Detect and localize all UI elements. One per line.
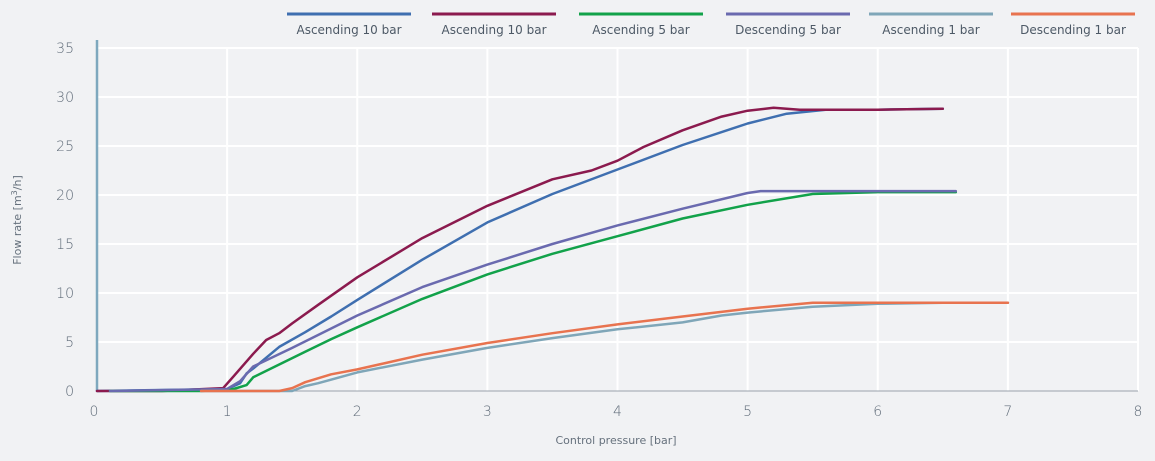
- x-tick-label: 0: [90, 404, 99, 420]
- x-tick-label: 2: [353, 404, 362, 420]
- legend-label: Ascending 5 bar: [592, 23, 689, 37]
- x-axis-title: Control pressure [bar]: [555, 434, 676, 447]
- x-tick-labels: 0 1 2 3 4 5 6 7 8: [90, 404, 1143, 420]
- legend: Ascending 10 bar Ascending 10 bar Ascendin…: [287, 12, 1135, 37]
- y-tick-label: 5: [65, 335, 74, 351]
- series-line: [199, 301, 1010, 393]
- legend-label: Ascending 10 bar: [441, 23, 546, 37]
- x-tick-label: 7: [1003, 404, 1012, 420]
- series-line: [108, 189, 958, 393]
- x-tick-label: 1: [223, 404, 232, 420]
- x-tick-label: 3: [483, 404, 492, 420]
- y-axis-title-tail: /h]: [11, 175, 24, 190]
- series-line: [108, 190, 958, 393]
- series-line: [95, 107, 945, 393]
- y-tick-label: 0: [65, 384, 74, 400]
- legend-label: Descending 5 bar: [735, 23, 841, 37]
- series-line: [199, 301, 1010, 393]
- y-axis-title-sup: 3: [10, 190, 19, 195]
- y-tick-label: 15: [56, 237, 74, 253]
- x-tick-label: 6: [873, 404, 882, 420]
- y-tick-label: 35: [56, 41, 74, 57]
- y-tick-label: 25: [56, 139, 74, 155]
- legend-label: Ascending 1 bar: [882, 23, 979, 37]
- legend-label: Ascending 10 bar: [296, 23, 401, 37]
- y-tick-labels: 0 5 10 15 20 25 30 35: [56, 41, 74, 400]
- series-lines: [95, 106, 1010, 393]
- x-tick-label: 4: [613, 404, 622, 420]
- x-tick-label: 5: [743, 404, 752, 420]
- y-tick-label: 20: [56, 188, 74, 204]
- gridlines: [97, 47, 1139, 391]
- y-tick-label: 30: [56, 90, 74, 106]
- x-tick-label: 8: [1134, 404, 1143, 420]
- y-axis-title-main: Flow rate [m: [11, 195, 24, 264]
- legend-label: Descending 1 bar: [1020, 23, 1126, 37]
- y-tick-label: 10: [56, 286, 74, 302]
- y-axis-title: Flow rate [m3/h]: [10, 175, 25, 265]
- series-line: [95, 106, 945, 393]
